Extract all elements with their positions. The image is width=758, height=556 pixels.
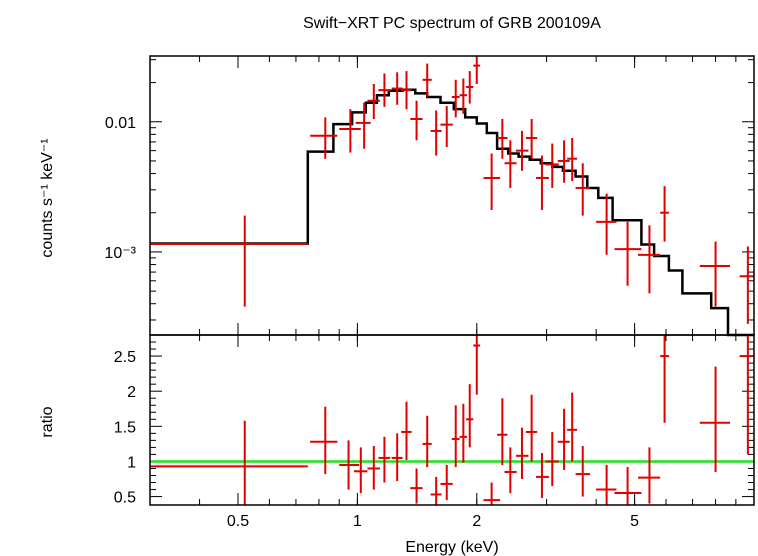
data-point [430, 476, 442, 505]
y-tick-label: 1 [127, 454, 136, 471]
data-point [459, 78, 468, 114]
data-point [660, 186, 669, 242]
data-point [150, 420, 308, 505]
model-curve [150, 88, 754, 337]
data-point [401, 401, 412, 461]
plot-layer: 0.01 10⁻³ 0.5 1 1.5 2 2.5 0.5 1 2 5 [104, 55, 755, 530]
data-point [660, 335, 669, 423]
data-point [410, 100, 423, 141]
ratio-panel: 0.5 1 1.5 2 2.5 [114, 334, 755, 507]
data-point [739, 246, 754, 324]
chart-title: Swift−XRT PC spectrum of GRB 200109A [303, 15, 601, 32]
data-point [473, 335, 481, 395]
data-point [367, 445, 380, 490]
data-point [401, 71, 412, 110]
bottom-y-axis-label: ratio [39, 406, 56, 437]
data-point [355, 102, 371, 149]
data-point [557, 140, 570, 183]
data-point [367, 84, 380, 119]
data-point [483, 482, 501, 505]
y-tick-label: 1.5 [114, 419, 136, 436]
data-point [459, 403, 468, 463]
y-tick-label: 2.5 [114, 349, 136, 366]
spectrum-panel: 0.01 10⁻³ [104, 55, 755, 337]
data-point [378, 73, 391, 107]
data-point [545, 431, 559, 487]
top-y-axis-label: counts s⁻¹ keV⁻¹ [39, 138, 56, 257]
y-tick-label: 0.5 [114, 490, 136, 507]
x-tick-label: 0.5 [227, 513, 249, 530]
data-point [430, 110, 442, 156]
ratio-frame [149, 334, 755, 506]
data-point [410, 468, 423, 504]
x-tick-label: 1 [353, 513, 362, 530]
x-tick-label: 5 [630, 513, 639, 530]
x-axis-label: Energy (keV) [405, 539, 498, 556]
y-tick-label: 0.01 [105, 115, 136, 132]
data-point [483, 153, 501, 210]
data-point [535, 155, 549, 210]
data-point [504, 140, 517, 188]
data-point [504, 447, 517, 494]
data-point [497, 398, 508, 465]
data-point [739, 335, 754, 455]
data-point [391, 72, 403, 105]
data-point [310, 406, 338, 475]
data-point [575, 163, 591, 216]
data-point [310, 117, 338, 159]
x-tick-label: 2 [472, 513, 481, 530]
data-point [339, 109, 361, 153]
data-point [575, 445, 591, 497]
data-point [614, 467, 642, 505]
y-tick-label: 2 [127, 384, 136, 401]
y-tick-label: 10⁻³ [104, 245, 136, 262]
data-point [535, 453, 549, 498]
data-point [614, 221, 642, 286]
data-point [150, 215, 308, 307]
data-point [545, 143, 559, 188]
data-point [440, 106, 453, 147]
data-point [451, 405, 460, 468]
data-point [515, 130, 529, 171]
data-point [567, 138, 578, 182]
data-point [638, 225, 661, 294]
data-point [339, 440, 360, 490]
data-point [557, 408, 570, 470]
data-point [525, 118, 538, 159]
data-point [596, 464, 617, 505]
data-point [699, 241, 731, 307]
data-point [638, 447, 661, 504]
data-point [466, 384, 474, 448]
data-point [596, 193, 617, 255]
data-point [422, 63, 432, 97]
data-point [466, 71, 474, 104]
data-point [567, 392, 578, 462]
data-point [391, 433, 403, 482]
data-point [378, 436, 391, 483]
data-point [440, 464, 453, 501]
data-point [451, 79, 460, 118]
data-point [699, 366, 731, 472]
data-point [422, 415, 432, 468]
data-point [473, 56, 481, 85]
data-point [497, 118, 508, 159]
data-point [353, 447, 368, 494]
data-point [515, 427, 529, 480]
data-point [525, 394, 538, 462]
